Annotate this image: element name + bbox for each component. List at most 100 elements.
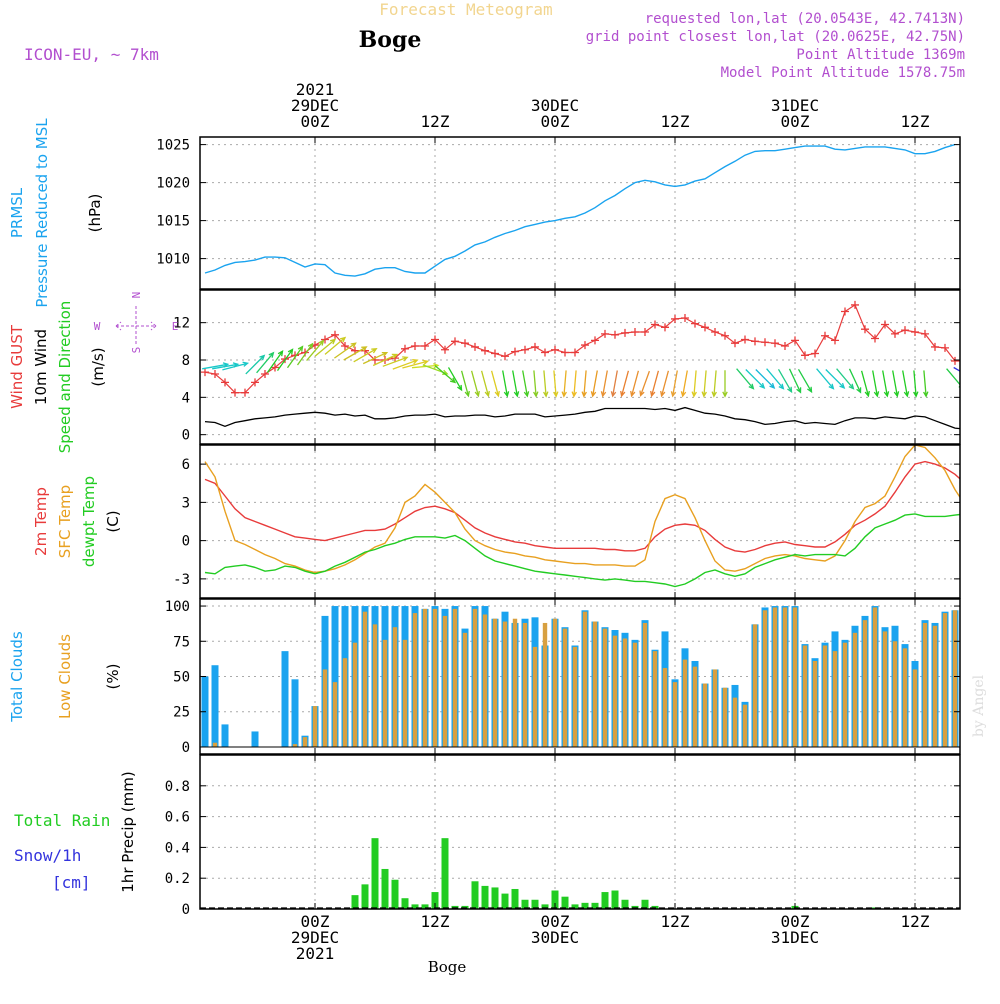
watermark: by Angel <box>971 674 987 737</box>
low-cloud-bar <box>842 642 848 747</box>
wind-direction-arrow <box>372 353 399 367</box>
low-cloud-bar <box>702 683 708 747</box>
y-label-total-clouds: Total Clouds <box>8 631 26 723</box>
total-cloud-bar <box>281 651 289 747</box>
rain-bar <box>361 884 369 909</box>
panels: 1010 1015 1020 1025 PRMSL Pressure Reduced to… <box>8 118 969 918</box>
wind-gust-marker <box>591 336 599 345</box>
wind-gust-marker <box>681 314 689 322</box>
bottom-time-label: 2021 <box>296 944 335 963</box>
rain-bar <box>371 838 379 909</box>
wind-gust-marker <box>891 329 899 338</box>
wind-gust-marker <box>631 328 639 336</box>
y-tick-label: 0 <box>182 740 190 756</box>
wind-direction-arrow <box>245 354 266 375</box>
low-cloud-bar <box>862 620 868 747</box>
wind-gust-marker <box>261 370 269 378</box>
panel-precip: 0 0.2 0.4 0.6 0.8 1hr Precip (mm) Total Rain Sn… <box>14 754 961 918</box>
wind-direction-arrow <box>670 370 678 398</box>
wind-gust-marker <box>271 363 279 372</box>
wind-gust-marker <box>511 347 519 356</box>
y-label-precip: 1hr Precip (mm) <box>119 771 137 892</box>
y-tick-label: 75 <box>173 634 190 650</box>
wind-gust-marker <box>771 339 779 348</box>
y-tick-label: 12 <box>173 316 190 332</box>
wind-gust-marker <box>491 349 499 358</box>
low-cloud-bar <box>922 622 928 747</box>
wind-gust-marker <box>901 326 909 335</box>
wind-direction-arrow <box>502 370 510 398</box>
wind-direction-arrow <box>392 359 419 370</box>
total-cloud-bar <box>211 665 219 747</box>
wind-direction-arrow <box>610 370 618 398</box>
top-time-label: 12Z <box>421 112 450 131</box>
low-cloud-bar <box>722 687 728 747</box>
wind-direction-arrow <box>306 339 325 362</box>
wind-gust-marker <box>221 378 229 387</box>
wind-gust-marker <box>651 320 659 329</box>
total-cloud-bar <box>962 636 969 747</box>
wind-gust-marker <box>941 343 949 352</box>
wind-gust-marker <box>801 351 809 360</box>
compass-rose: N W E S <box>94 292 179 354</box>
wind-direction-arrow <box>402 359 430 369</box>
wind-direction-arrow <box>581 370 587 398</box>
y-tick-label: 4 <box>182 390 190 406</box>
wind-gust-marker <box>791 336 799 345</box>
low-cloud-bar <box>812 661 818 747</box>
low-cloud-bar <box>692 666 698 747</box>
y-tick-label: 1015 <box>156 214 190 230</box>
temp-line-t2m <box>204 460 960 553</box>
panel-frame <box>199 444 961 599</box>
low-cloud-bar <box>472 608 478 747</box>
wind-gust-marker <box>451 337 459 346</box>
panel-pressure: 1010 1015 1020 1025 PRMSL Pressure Reduced to… <box>8 118 961 308</box>
wind-gust-marker <box>831 336 839 345</box>
y-tick-label: 0.4 <box>165 840 190 856</box>
rain-bar <box>521 899 529 909</box>
rain-bar <box>601 892 609 909</box>
plot-area-clouds <box>200 599 969 754</box>
wind-gust-marker <box>231 388 239 397</box>
wind-direction-arrow <box>480 370 490 398</box>
wind-direction-arrow <box>777 368 793 394</box>
plot-area-precip <box>200 755 960 909</box>
wind-direction-arrow <box>639 370 651 397</box>
y-label-wind-gust: Wind GUST <box>8 324 26 409</box>
low-cloud-bar <box>562 628 568 747</box>
wind-gust-marker <box>621 328 629 337</box>
low-cloud-bar <box>312 706 318 747</box>
rain-bar <box>391 879 399 909</box>
rain-bar <box>481 885 489 909</box>
low-cloud-bar <box>912 669 918 747</box>
rain-bar <box>571 904 579 909</box>
wind-gust-marker <box>601 329 609 338</box>
wind-direction-arrow <box>460 370 470 398</box>
rain-bar <box>381 868 389 909</box>
y-tick-label: 25 <box>173 705 190 721</box>
wind-direction-arrow <box>286 345 304 369</box>
wind-direction-arrow <box>755 369 776 389</box>
wind-gust-marker <box>871 334 879 343</box>
wind-gust-marker <box>571 348 579 357</box>
wind-gust-marker <box>441 345 449 354</box>
low-cloud-bar <box>622 638 628 747</box>
wind-direction-arrow <box>362 351 389 365</box>
temp-line-dewpt <box>204 513 960 588</box>
wind-direction-arrow <box>266 349 284 373</box>
y-unit-label: (C) <box>104 510 122 532</box>
wind-gust-marker <box>481 346 489 355</box>
bottom-time-label: 00Z <box>541 912 570 931</box>
wind-direction-arrow <box>276 348 294 371</box>
wind-direction-arrow <box>522 370 530 398</box>
rain-bar <box>351 895 359 909</box>
panel-frame <box>199 754 961 910</box>
wind-gust-marker <box>431 335 439 344</box>
top-time-label: 31DEC <box>771 96 819 115</box>
wind-gust-marker <box>691 319 699 328</box>
wind-gust-marker <box>421 342 429 350</box>
y-tick-label: 0.8 <box>165 779 190 795</box>
wind-direction-arrow <box>825 369 846 389</box>
rain-bar <box>401 898 409 909</box>
